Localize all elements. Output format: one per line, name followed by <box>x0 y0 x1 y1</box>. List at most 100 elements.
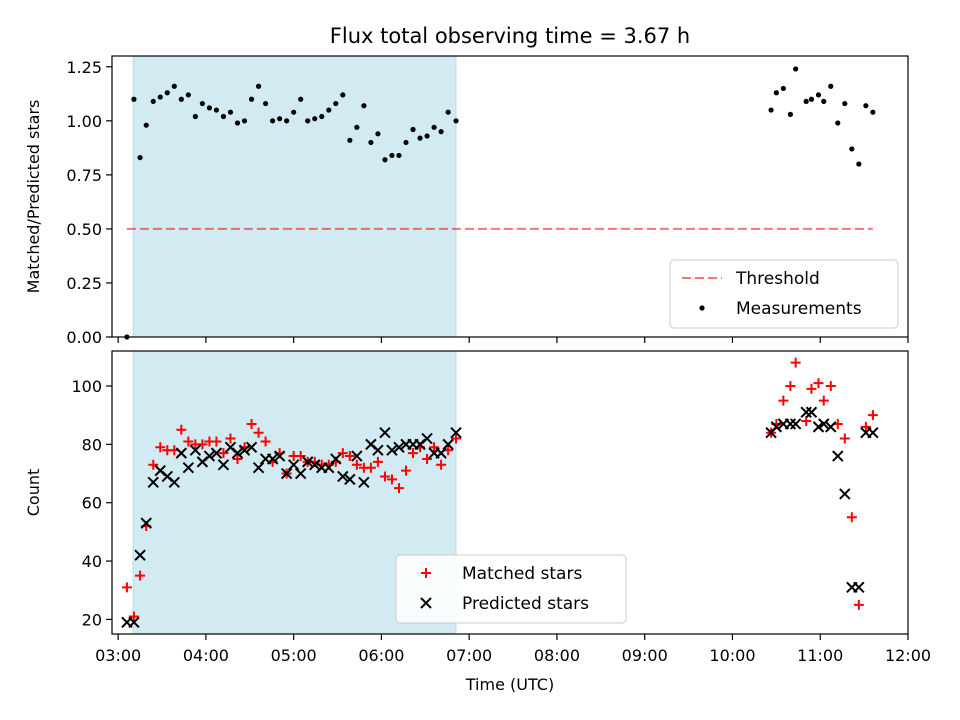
y-tick-label: 1.00 <box>66 112 102 131</box>
predicted-star-point <box>442 438 454 451</box>
matched-star-point <box>211 436 222 447</box>
matched-star-point <box>846 512 857 523</box>
matched-star-point <box>232 453 243 464</box>
measurement-point <box>842 100 848 107</box>
matched-star-point <box>429 442 440 453</box>
predicted-star-point <box>287 459 300 471</box>
x-axis-label: Time (UTC) <box>465 675 554 694</box>
matched-star-point <box>225 433 236 444</box>
matched-star-point <box>801 416 812 427</box>
matched-star-point <box>372 456 383 467</box>
predicted-star-point <box>825 421 837 433</box>
measurement-point <box>270 118 276 124</box>
matched-star-point <box>176 424 187 435</box>
y-tick-label: 60 <box>82 494 102 513</box>
predicted-star-point <box>344 473 356 486</box>
measurement-point <box>340 92 346 98</box>
predicted-star-point <box>147 476 159 488</box>
measurement-point <box>793 66 799 72</box>
matched-star-point <box>135 570 146 581</box>
legend: Threshold Measurements <box>669 259 899 329</box>
predicted-star-point <box>302 456 314 468</box>
x-tick-label: 12:00 <box>885 646 931 665</box>
matched-star-point <box>260 436 271 447</box>
matched-star-point <box>351 459 362 470</box>
legend-matched-swatch <box>421 568 431 578</box>
measurement-point <box>438 129 444 135</box>
predicted-star-point <box>203 450 216 462</box>
y-tick-label: 1.25 <box>66 58 102 77</box>
predicted-star-point <box>421 432 433 445</box>
legend-label: Matched stars <box>462 564 582 584</box>
matched-star-point <box>128 611 139 622</box>
legend-label: Measurements <box>736 299 862 319</box>
matched-star-point <box>295 451 306 462</box>
measurement-point <box>417 135 423 141</box>
predicted-star-point <box>175 447 188 459</box>
predicted-star-point <box>128 616 140 629</box>
measurement-point <box>808 96 815 102</box>
plot-frame <box>111 55 909 338</box>
predicted-star-point <box>770 421 783 433</box>
predicted-star-point <box>330 453 342 465</box>
predicted-star-point <box>323 461 335 474</box>
y-tick-label: 0.00 <box>66 328 102 347</box>
matched-star-point <box>183 436 194 447</box>
matched-star-point <box>825 381 836 392</box>
measurement-point <box>828 83 834 89</box>
matched-star-point <box>253 427 264 438</box>
predicted-star-point <box>372 444 384 456</box>
matched-star-point <box>365 462 376 473</box>
measurement-point <box>220 113 227 120</box>
measurement-point <box>185 92 191 98</box>
matched-star-point <box>839 433 850 444</box>
matched-star-point <box>246 418 257 429</box>
measurement-point <box>234 120 241 126</box>
measurement-point <box>206 105 213 111</box>
predicted-star-point <box>812 421 825 433</box>
y-axis-label: Matched/Predicted stars <box>24 100 43 294</box>
legend-label: Threshold <box>735 269 820 289</box>
measurement-point <box>382 157 388 163</box>
y-tick-label: 0.50 <box>66 220 102 239</box>
measurement-point <box>131 96 137 102</box>
y-tick-label: 20 <box>82 610 102 629</box>
y-tick-label: 80 <box>82 435 102 454</box>
predicted-star-point <box>435 447 447 459</box>
predicted-star-point <box>231 447 244 459</box>
matched-star-point <box>148 459 159 470</box>
measurement-point <box>192 113 198 120</box>
bottom-panel: 20 40 60 80 100 03:00 04:00 05:00 06:00 07:00 08:0… <box>24 350 931 694</box>
measurement-point <box>870 109 876 115</box>
measurement-point <box>248 96 255 102</box>
matched-star-point <box>436 459 447 470</box>
y-tick-label: 100 <box>71 377 102 396</box>
legend: Matched stars Predicted stars <box>395 554 627 624</box>
predicted-star-point <box>134 549 146 561</box>
measurement-point <box>856 161 862 167</box>
measurement-point <box>368 139 374 146</box>
measurement-point <box>277 116 283 122</box>
predicted-star-point <box>805 406 818 418</box>
predicted-star-point <box>252 461 265 474</box>
predicted-star-point <box>379 426 391 439</box>
predicted-star-point <box>217 459 230 471</box>
predicted-star-point <box>784 418 797 430</box>
measurement-point <box>849 146 855 152</box>
chart-title: Flux total observing time = 3.67 h <box>330 24 690 48</box>
measurement-point <box>780 85 786 92</box>
measurement-point <box>453 118 459 124</box>
y-tick-label: 40 <box>82 552 102 571</box>
matched-star-point <box>408 448 419 459</box>
predicted-star-point <box>839 488 851 500</box>
shaded-interval <box>132 55 457 338</box>
legend-label: Predicted stars <box>462 594 589 614</box>
legend-predicted-swatch <box>420 597 432 609</box>
measurement-point <box>821 98 827 104</box>
predicted-star-point <box>832 450 844 462</box>
matched-star-point <box>155 442 166 453</box>
matched-star-point <box>778 395 789 406</box>
measurement-point <box>199 100 205 107</box>
predicted-star-point <box>800 406 812 418</box>
